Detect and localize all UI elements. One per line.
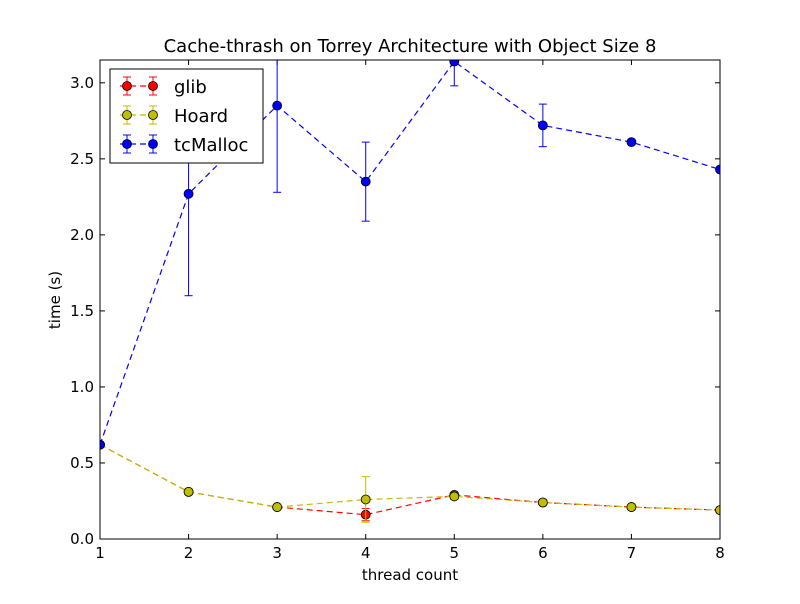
y-tick-label: 1.5 [70,302,94,320]
data-point-hoard [272,502,283,512]
legend-label-tcmalloc: tcMalloc [174,135,248,156]
legend-label-hoard: Hoard [174,106,228,127]
y-tick-label: 3.0 [70,74,94,92]
series-hoard [100,439,720,523]
x-tick-label: 4 [361,544,371,562]
data-point-hoard [360,494,371,505]
legend-marker [148,81,158,91]
x-tick-label: 2 [184,544,194,562]
x-tick-label: 6 [538,544,548,562]
y-tick-label: 0.0 [70,530,94,548]
axis-ticks: 1 2 3 4 5 6 7 8 0.0 0.5 1.0 1.5 2.0 2.5 3.0 [70,60,725,562]
data-point-tcmalloc [272,100,283,111]
data-point-tcmalloc [626,137,637,148]
x-tick-label: 1 [95,544,105,562]
data-point-tcmalloc [449,60,460,67]
series-line-glib [100,444,720,516]
x-tick-label: 3 [272,544,282,562]
series-line-hoard [100,444,720,511]
y-tick-label: 0.5 [70,454,94,472]
data-point-tcmalloc [360,176,371,187]
legend-label-glib: glib [174,77,207,98]
y-tick-label: 2.5 [70,150,94,168]
legend-marker [122,110,132,120]
x-axis-label: thread count [362,566,458,584]
y-tick-label: 2.0 [70,226,94,244]
data-point-tcmalloc [100,439,105,450]
data-point-tcmalloc [183,188,194,199]
legend: glib Hoard tcMalloc [109,68,264,164]
data-point-hoard [183,486,194,497]
data-point-hoard [715,505,720,516]
legend-entry-glib: glib [120,76,207,98]
chart-title: Cache-thrash on Torrey Architecture with… [164,36,657,57]
legend-entry-tcmalloc: tcMalloc [120,134,248,156]
legend-marker [148,110,158,120]
legend-box [109,68,264,164]
series-line-tcmalloc [100,60,720,445]
y-tick-label: 1.0 [70,378,94,396]
data-point-hoard [537,497,548,508]
legend-entry-hoard: Hoard [120,105,228,127]
x-tick-label: 5 [450,544,460,562]
legend-marker [122,81,132,91]
x-tick-label: 7 [627,544,637,562]
data-point-hoard [626,502,637,512]
y-axis-label: time (s) [46,271,64,329]
x-tick-label: 8 [715,544,725,562]
legend-marker [122,139,132,149]
data-point-tcmalloc [715,164,720,175]
data-point-hoard [449,491,460,502]
data-point-tcmalloc [537,120,548,131]
legend-marker [148,139,158,149]
plot-frame [99,59,721,540]
